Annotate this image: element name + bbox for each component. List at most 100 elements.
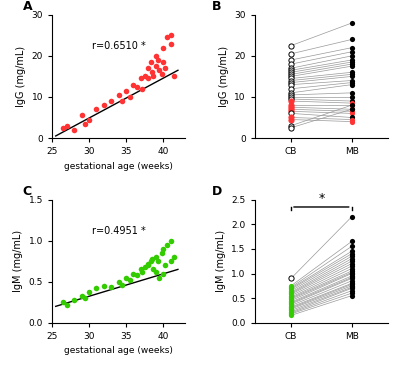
Point [152, 254, 159, 260]
Point [348, 36, 355, 42]
Point [288, 94, 294, 100]
Text: r=0.6510 *: r=0.6510 * [92, 41, 146, 51]
Point [288, 295, 294, 301]
Point [348, 290, 355, 296]
Point [82, 121, 88, 127]
Point [158, 71, 165, 77]
Point [348, 90, 355, 96]
Point [60, 125, 66, 131]
Point [348, 69, 355, 75]
Point [288, 296, 294, 302]
Point [348, 214, 355, 220]
Point [348, 278, 355, 284]
Point [123, 275, 129, 280]
Point [288, 289, 294, 295]
Point [348, 71, 355, 77]
Point [348, 285, 355, 291]
Point [288, 96, 294, 102]
Point [71, 127, 78, 133]
Point [126, 94, 133, 100]
Point [348, 263, 355, 269]
Point [348, 102, 355, 108]
Point [288, 104, 294, 110]
Point [348, 266, 355, 272]
Point [86, 289, 92, 295]
Point [288, 304, 294, 310]
Point [64, 302, 70, 308]
Point [288, 71, 294, 77]
Point [348, 268, 355, 274]
Point [288, 298, 294, 303]
Point [288, 67, 294, 73]
Point [348, 239, 355, 244]
Point [288, 123, 294, 129]
Point [145, 65, 152, 71]
Point [152, 269, 159, 275]
Point [139, 269, 146, 275]
Point [288, 285, 294, 291]
Point [138, 76, 144, 82]
Point [167, 258, 174, 264]
Point [156, 275, 163, 280]
Point [288, 291, 294, 297]
Point [348, 115, 355, 121]
Point [288, 288, 294, 294]
Point [348, 108, 355, 114]
Point [86, 116, 92, 122]
Point [288, 299, 294, 305]
Point [348, 80, 355, 86]
Point [78, 112, 85, 118]
Point [145, 76, 152, 82]
Point [160, 45, 166, 51]
Point [288, 312, 294, 318]
Point [288, 306, 294, 312]
Point [164, 35, 170, 40]
Point [288, 294, 294, 300]
Point [348, 270, 355, 276]
Point [160, 270, 166, 276]
Point [348, 49, 355, 55]
Point [348, 102, 355, 108]
Point [288, 309, 294, 315]
Point [64, 123, 70, 129]
Point [288, 290, 294, 296]
Point [288, 82, 294, 88]
Point [134, 84, 140, 90]
Point [158, 250, 165, 256]
Point [167, 238, 174, 244]
Point [348, 281, 355, 287]
Point [288, 305, 294, 311]
Point [150, 266, 157, 272]
Point [288, 115, 294, 121]
Point [288, 111, 294, 116]
Point [288, 80, 294, 86]
Y-axis label: IgM (mg/mL): IgM (mg/mL) [216, 230, 226, 292]
Point [288, 92, 294, 98]
Point [155, 258, 161, 264]
Point [167, 40, 174, 46]
Point [288, 78, 294, 83]
Point [348, 116, 355, 122]
Point [288, 73, 294, 79]
Point [348, 243, 355, 249]
Point [348, 284, 355, 290]
Point [288, 293, 294, 299]
Point [348, 57, 355, 63]
Point [348, 94, 355, 100]
Text: *: * [318, 192, 324, 205]
Point [348, 270, 355, 276]
Point [288, 303, 294, 309]
Point [150, 73, 157, 79]
Point [101, 102, 107, 108]
Text: r=0.4951 *: r=0.4951 * [92, 226, 146, 236]
Point [288, 86, 294, 92]
Point [160, 59, 166, 65]
Text: A: A [23, 0, 32, 13]
Point [348, 280, 355, 286]
Point [134, 272, 140, 278]
Point [119, 282, 126, 288]
Point [348, 288, 355, 294]
Point [348, 248, 355, 254]
Y-axis label: IgM (mg/mL): IgM (mg/mL) [13, 230, 23, 292]
Point [348, 59, 355, 65]
